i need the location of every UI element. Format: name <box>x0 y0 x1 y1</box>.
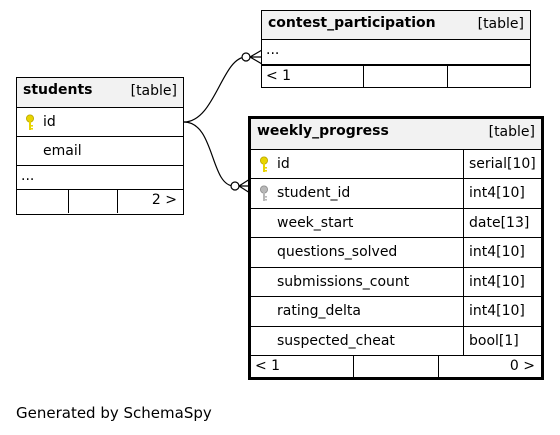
table-name[interactable]: students <box>23 82 93 98</box>
column-name: email <box>43 143 82 159</box>
column-name: id <box>277 156 290 172</box>
table-footer: 2 > <box>17 190 183 213</box>
table-header: weekly_progress [table] <box>251 119 541 150</box>
table-footer: < 1 0 > <box>251 356 541 379</box>
column-row[interactable]: submissions_count int4[10] <box>251 268 541 297</box>
table-name[interactable]: weekly_progress <box>257 123 389 139</box>
table-contest-participation[interactable]: contest_participation [table] ... < 1 <box>261 10 531 88</box>
children-count[interactable]: 0 > <box>509 358 535 374</box>
key-icon <box>26 114 34 130</box>
table-header: students [table] <box>17 78 183 108</box>
column-row[interactable]: questions_solved int4[10] <box>251 238 541 268</box>
column-row[interactable]: id <box>17 108 183 137</box>
more-columns-ellipsis: ... <box>21 168 35 184</box>
column-name: student_id <box>277 185 351 201</box>
column-row[interactable]: email <box>17 137 183 166</box>
column-type: serial[10] <box>463 150 543 178</box>
more-columns-row: ... <box>17 166 183 190</box>
parents-count[interactable]: < 1 <box>266 68 292 84</box>
relationship-optional-marker <box>241 52 251 62</box>
table-kind: [table] <box>488 124 535 140</box>
relationship-students-contest-participation <box>183 56 247 123</box>
column-name: rating_delta <box>277 303 361 319</box>
column-name: week_start <box>277 215 354 231</box>
column-type: int4[10] <box>463 179 543 208</box>
table-weekly-progress[interactable]: weekly_progress [table] id serial[10] st… <box>248 116 544 380</box>
column-row[interactable]: suspected_cheat bool[1] <box>251 327 541 356</box>
table-kind: [table] <box>130 83 177 99</box>
generated-by-label: Generated by SchemaSpy <box>16 404 212 422</box>
column-type: date[13] <box>463 209 543 237</box>
column-type: int4[10] <box>463 238 543 267</box>
column-row[interactable]: student_id int4[10] <box>251 179 541 209</box>
children-count[interactable]: 2 > <box>151 192 177 208</box>
key-icon <box>260 156 268 172</box>
parents-count[interactable]: < 1 <box>255 358 281 374</box>
table-name[interactable]: contest_participation <box>268 15 436 31</box>
column-row[interactable]: id serial[10] <box>251 150 541 179</box>
column-name: submissions_count <box>277 274 410 290</box>
column-row[interactable]: week_start date[13] <box>251 209 541 238</box>
column-name: questions_solved <box>277 244 398 260</box>
column-type: int4[10] <box>463 297 543 326</box>
column-name: suspected_cheat <box>277 333 395 349</box>
table-footer: < 1 <box>262 65 530 87</box>
more-columns-row: ... <box>262 40 530 65</box>
column-row[interactable]: rating_delta int4[10] <box>251 297 541 327</box>
more-columns-ellipsis: ... <box>266 42 280 58</box>
column-type: bool[1] <box>463 327 543 355</box>
table-kind: [table] <box>477 16 524 32</box>
foreign-key-icon <box>260 185 268 201</box>
table-header: contest_participation [table] <box>262 11 530 40</box>
table-students[interactable]: students [table] id email ... 2 > <box>16 77 184 215</box>
relationship-optional-marker <box>230 181 240 191</box>
column-type: int4[10] <box>463 268 543 296</box>
column-name: id <box>43 114 56 130</box>
relationship-students-weekly-progress <box>183 121 235 187</box>
